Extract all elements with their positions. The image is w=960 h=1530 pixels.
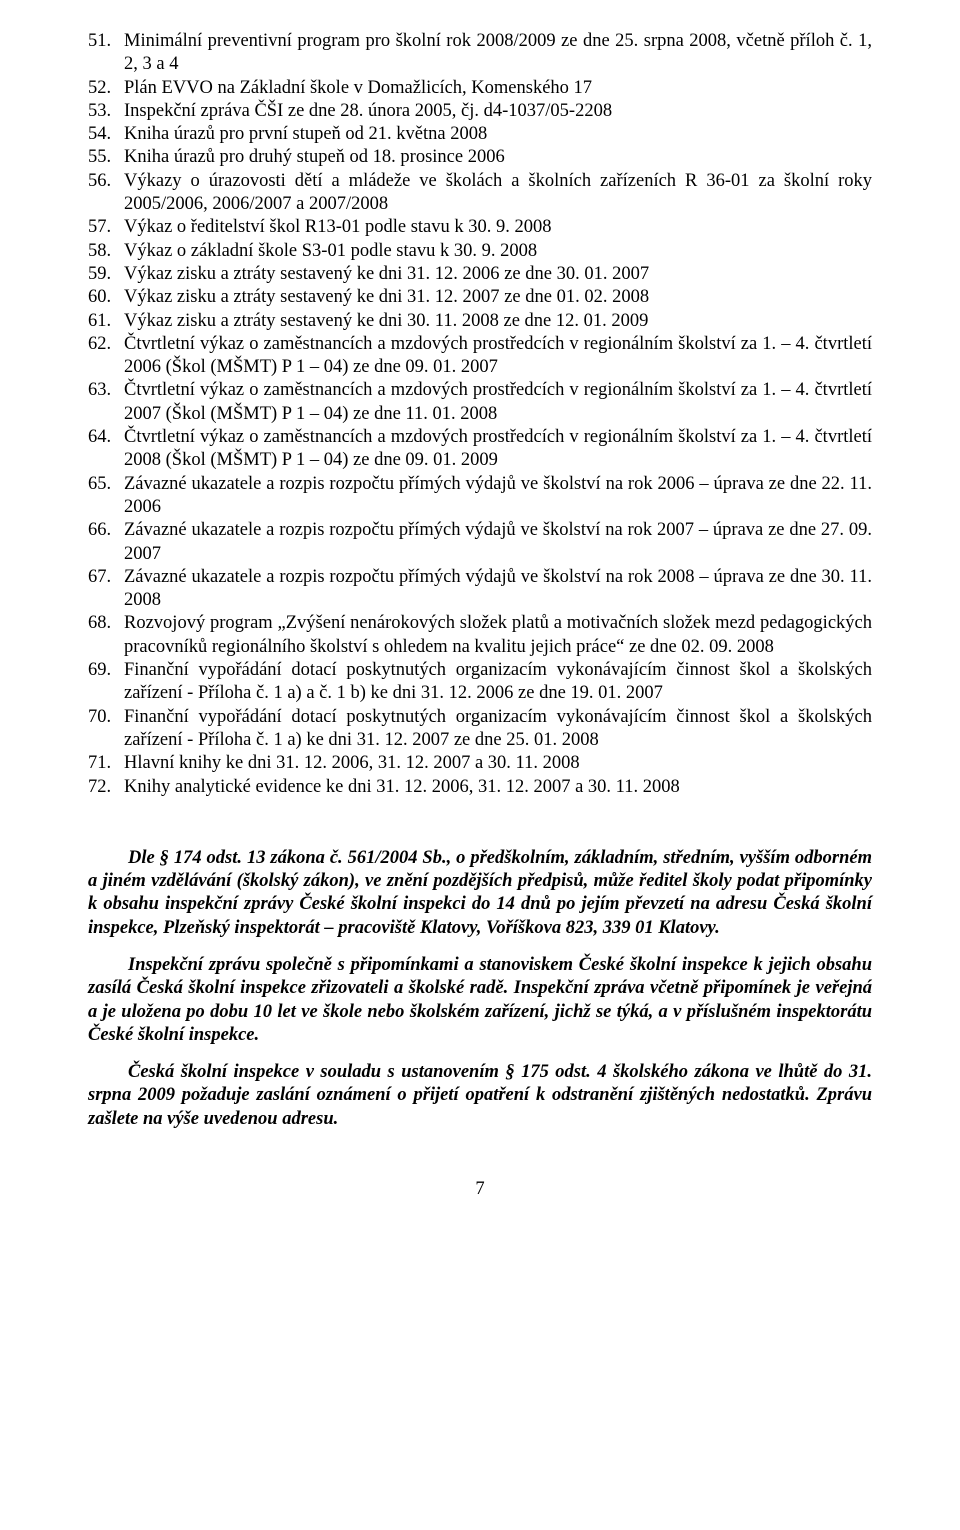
list-item-number: 68.	[88, 612, 124, 635]
list-item-number: 71.	[88, 752, 124, 775]
paragraph-deadline: Česká školní inspekce v souladu s ustano…	[88, 1061, 872, 1131]
list-item-text: Čtvrtletní výkaz o zaměstnancích a mzdov…	[124, 426, 872, 473]
list-item-text: Čtvrtletní výkaz o zaměstnancích a mzdov…	[124, 333, 872, 380]
list-item-text: Finanční vypořádání dotací poskytnutých …	[124, 659, 872, 706]
list-item: 67.Závazné ukazatele a rozpis rozpočtu p…	[88, 566, 872, 613]
list-item-number: 62.	[88, 333, 124, 356]
list-item-text: Závazné ukazatele a rozpis rozpočtu přím…	[124, 566, 872, 613]
list-item: 72.Knihy analytické evidence ke dni 31. …	[88, 776, 872, 799]
list-item: 55.Kniha úrazů pro druhý stupeň od 18. p…	[88, 146, 872, 169]
numbered-list: 51.Minimální preventivní program pro ško…	[88, 30, 872, 799]
list-item: 70.Finanční vypořádání dotací poskytnutý…	[88, 706, 872, 753]
list-item: 64.Čtvrtletní výkaz o zaměstnancích a mz…	[88, 426, 872, 473]
list-item-number: 51.	[88, 30, 124, 53]
list-item-text: Knihy analytické evidence ke dni 31. 12.…	[124, 776, 872, 799]
page-number: 7	[88, 1179, 872, 1200]
list-item: 51.Minimální preventivní program pro ško…	[88, 30, 872, 77]
list-item-number: 63.	[88, 379, 124, 402]
list-item: 52.Plán EVVO na Základní škole v Domažli…	[88, 77, 872, 100]
list-item-text: Kniha úrazů pro první stupeň od 21. květ…	[124, 123, 872, 146]
list-item-text: Finanční vypořádání dotací poskytnutých …	[124, 706, 872, 753]
list-item-number: 52.	[88, 77, 124, 100]
list-item-text: Závazné ukazatele a rozpis rozpočtu přím…	[124, 473, 872, 520]
list-item-text: Závazné ukazatele a rozpis rozpočtu přím…	[124, 519, 872, 566]
list-item-text: Výkaz zisku a ztráty sestavený ke dni 31…	[124, 286, 872, 309]
list-item: 71.Hlavní knihy ke dni 31. 12. 2006, 31.…	[88, 752, 872, 775]
list-item: 59.Výkaz zisku a ztráty sestavený ke dni…	[88, 263, 872, 286]
list-item-number: 72.	[88, 776, 124, 799]
list-item-text: Kniha úrazů pro druhý stupeň od 18. pros…	[124, 146, 872, 169]
list-item-number: 66.	[88, 519, 124, 542]
list-item: 69.Finanční vypořádání dotací poskytnutý…	[88, 659, 872, 706]
list-item-number: 56.	[88, 170, 124, 193]
list-item: 54.Kniha úrazů pro první stupeň od 21. k…	[88, 123, 872, 146]
list-item-text: Rozvojový program „Zvýšení nenárokových …	[124, 612, 872, 659]
list-item-text: Minimální preventivní program pro školní…	[124, 30, 872, 77]
list-item: 56.Výkazy o úrazovosti dětí a mládeže ve…	[88, 170, 872, 217]
list-item-text: Výkazy o úrazovosti dětí a mládeže ve šk…	[124, 170, 872, 217]
list-item: 60.Výkaz zisku a ztráty sestavený ke dni…	[88, 286, 872, 309]
list-item-text: Plán EVVO na Základní škole v Domažlicíc…	[124, 77, 872, 100]
list-item-text: Čtvrtletní výkaz o zaměstnancích a mzdov…	[124, 379, 872, 426]
list-item-text: Hlavní knihy ke dni 31. 12. 2006, 31. 12…	[124, 752, 872, 775]
list-item-number: 67.	[88, 566, 124, 589]
list-item-number: 65.	[88, 473, 124, 496]
list-item-number: 55.	[88, 146, 124, 169]
paragraph-rights: Dle § 174 odst. 13 zákona č. 561/2004 Sb…	[88, 847, 872, 940]
list-item: 66.Závazné ukazatele a rozpis rozpočtu p…	[88, 519, 872, 566]
list-item: 62.Čtvrtletní výkaz o zaměstnancích a mz…	[88, 333, 872, 380]
list-item-text: Výkaz zisku a ztráty sestavený ke dni 31…	[124, 263, 872, 286]
list-item-number: 54.	[88, 123, 124, 146]
list-item: 53.Inspekční zpráva ČŠI ze dne 28. února…	[88, 100, 872, 123]
list-item-text: Výkaz o ředitelství škol R13-01 podle st…	[124, 216, 872, 239]
list-item-number: 70.	[88, 706, 124, 729]
list-item-number: 53.	[88, 100, 124, 123]
list-item-text: Inspekční zpráva ČŠI ze dne 28. února 20…	[124, 100, 872, 123]
list-item: 65.Závazné ukazatele a rozpis rozpočtu p…	[88, 473, 872, 520]
list-item-number: 60.	[88, 286, 124, 309]
list-item-number: 57.	[88, 216, 124, 239]
list-item: 57.Výkaz o ředitelství škol R13-01 podle…	[88, 216, 872, 239]
list-item-number: 61.	[88, 310, 124, 333]
list-item: 61.Výkaz zisku a ztráty sestavený ke dni…	[88, 310, 872, 333]
list-item-text: Výkaz o základní škole S3-01 podle stavu…	[124, 240, 872, 263]
list-item-number: 59.	[88, 263, 124, 286]
list-item-number: 69.	[88, 659, 124, 682]
list-item-text: Výkaz zisku a ztráty sestavený ke dni 30…	[124, 310, 872, 333]
list-item: 68.Rozvojový program „Zvýšení nenárokový…	[88, 612, 872, 659]
list-item-number: 58.	[88, 240, 124, 263]
list-item: 58.Výkaz o základní škole S3-01 podle st…	[88, 240, 872, 263]
list-item-number: 64.	[88, 426, 124, 449]
paragraph-publication: Inspekční zprávu společně s připomínkami…	[88, 954, 872, 1047]
list-item: 63.Čtvrtletní výkaz o zaměstnancích a mz…	[88, 379, 872, 426]
